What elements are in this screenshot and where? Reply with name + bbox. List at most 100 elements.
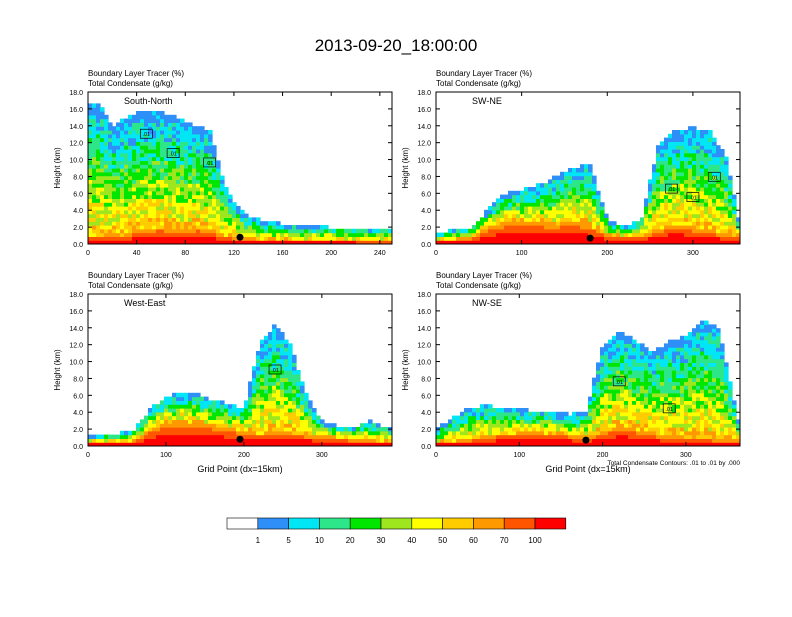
- field-cell: [564, 176, 569, 180]
- field-cell: [200, 153, 205, 157]
- field-cell: [288, 389, 293, 393]
- field-cell: [492, 221, 497, 225]
- field-cell: [96, 168, 101, 172]
- field-cell: [708, 427, 713, 431]
- field-cell: [684, 347, 689, 351]
- field-cell: [104, 119, 109, 123]
- field-cell: [500, 431, 505, 435]
- field-cell: [552, 431, 557, 435]
- field-cell: [556, 435, 561, 439]
- field-cell: [304, 229, 309, 233]
- field-cell: [148, 233, 153, 237]
- field-cell: [560, 221, 565, 225]
- field-cell: [160, 431, 165, 435]
- field-cell: [200, 404, 205, 408]
- field-cell: [316, 233, 321, 237]
- field-cell: [260, 225, 265, 229]
- field-cell: [272, 332, 277, 336]
- field-cell: [132, 236, 137, 240]
- field-cell: [568, 236, 573, 240]
- field-cell: [512, 427, 517, 431]
- field-cell: [640, 359, 645, 363]
- field-cell: [660, 141, 665, 145]
- field-cell: [588, 225, 593, 229]
- field-cell: [196, 141, 201, 145]
- field-cell: [620, 404, 625, 408]
- field-cell: [664, 236, 669, 240]
- field-cell: [152, 225, 157, 229]
- field-cell: [128, 233, 133, 237]
- field-cell: [548, 419, 553, 423]
- field-cell: [456, 438, 461, 442]
- field-cell: [672, 343, 677, 347]
- field-cell: [536, 183, 541, 187]
- field-cell: [688, 332, 693, 336]
- field-cell: [588, 397, 593, 401]
- field-cell: [724, 374, 729, 378]
- field-cell: [668, 168, 673, 172]
- field-cell: [596, 431, 601, 435]
- field-cell: [720, 210, 725, 214]
- field-cell: [176, 122, 181, 126]
- field-label-tracer: Boundary Layer Tracer (%): [436, 271, 532, 280]
- field-cell: [672, 359, 677, 363]
- field-cell: [568, 225, 573, 229]
- field-cell: [212, 198, 217, 202]
- field-cell: [148, 160, 153, 164]
- field-cell: [152, 179, 157, 183]
- field-cell: [664, 229, 669, 233]
- field-cell: [700, 198, 705, 202]
- field-cell: [612, 336, 617, 340]
- field-cell: [720, 404, 725, 408]
- field-cell: [164, 397, 169, 401]
- field-cell: [556, 195, 561, 199]
- field-cell: [612, 343, 617, 347]
- field-cell: [168, 397, 173, 401]
- field-cell: [140, 225, 145, 229]
- field-cell: [620, 332, 625, 336]
- field-cell: [284, 236, 289, 240]
- contour-label: .01: [169, 152, 177, 158]
- field-cell: [160, 157, 165, 161]
- field-cell: [308, 225, 313, 229]
- field-cell: [240, 225, 245, 229]
- field-cell: [88, 141, 93, 145]
- field-cell: [664, 355, 669, 359]
- field-cell: [160, 229, 165, 233]
- field-cell: [180, 404, 185, 408]
- field-cell: [572, 225, 577, 229]
- field-cell: [120, 126, 125, 130]
- field-cell: [152, 423, 157, 427]
- field-cell: [544, 427, 549, 431]
- field-cell: [116, 179, 121, 183]
- colorbar-label: 10: [315, 536, 324, 545]
- field-cell: [712, 164, 717, 168]
- field-cell: [544, 206, 549, 210]
- field-cell: [116, 236, 121, 240]
- field-cell: [616, 431, 621, 435]
- field-cell: [644, 210, 649, 214]
- field-cell: [708, 157, 713, 161]
- field-cell: [636, 427, 641, 431]
- field-cell: [556, 412, 561, 416]
- field-cell: [700, 343, 705, 347]
- field-cell: [132, 438, 137, 442]
- field-cell: [568, 438, 573, 442]
- field-cell: [612, 340, 617, 344]
- field-cell: [180, 206, 185, 210]
- field-cell: [644, 229, 649, 233]
- field-cell: [684, 153, 689, 157]
- field-cell: [96, 229, 101, 233]
- field-cell: [184, 187, 189, 191]
- field-cell: [244, 423, 249, 427]
- field-cell: [248, 221, 253, 225]
- field-cell: [528, 210, 533, 214]
- field-cell: [248, 233, 253, 237]
- field-cell: [700, 370, 705, 374]
- field-cell: [604, 343, 609, 347]
- field-cell: [252, 389, 257, 393]
- field-cell: [520, 217, 525, 221]
- field-cell: [164, 138, 169, 142]
- field-cell: [460, 438, 465, 442]
- field-cell: [684, 179, 689, 183]
